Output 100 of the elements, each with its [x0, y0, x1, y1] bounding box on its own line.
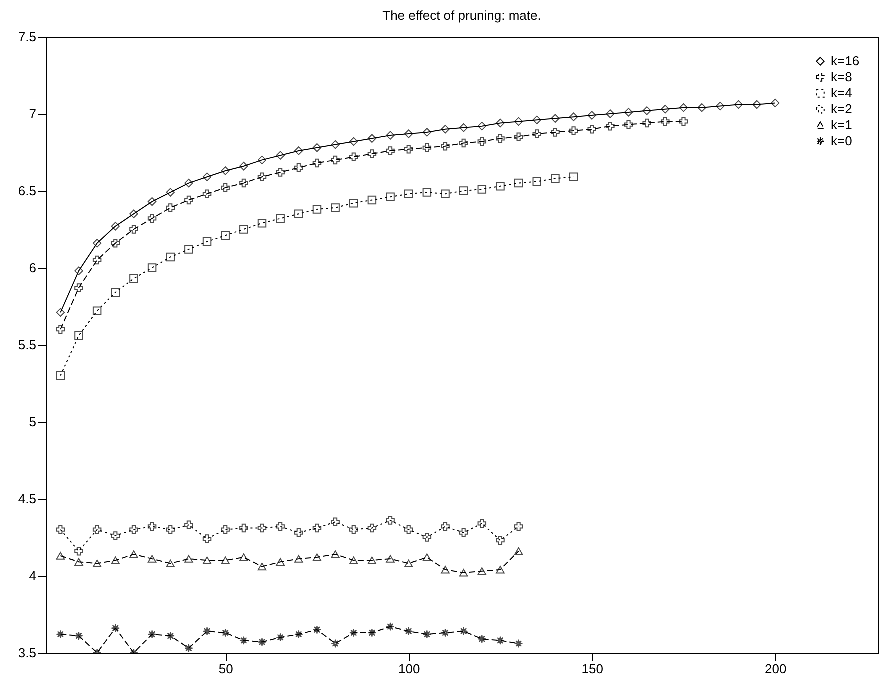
point	[92, 560, 102, 568]
x-tick-label: 200	[765, 662, 787, 676]
point	[240, 524, 248, 533]
point	[56, 308, 66, 318]
point	[294, 528, 304, 538]
point	[276, 168, 285, 177]
y-tick-label: 5	[29, 414, 36, 430]
point	[111, 238, 120, 248]
point	[202, 627, 212, 636]
point	[459, 138, 468, 148]
point	[56, 630, 66, 639]
legend-label: k=16	[831, 54, 860, 68]
point	[56, 325, 66, 334]
point	[258, 524, 267, 533]
point	[624, 108, 634, 117]
point	[166, 560, 175, 568]
point	[240, 162, 248, 171]
point	[221, 556, 230, 564]
point	[514, 132, 524, 142]
point	[422, 144, 432, 152]
point	[74, 266, 84, 276]
legend-label: k=0	[831, 134, 852, 148]
point	[496, 134, 505, 144]
legend-label: k=1	[831, 118, 852, 132]
point	[312, 205, 322, 214]
point	[368, 196, 377, 205]
point	[221, 166, 230, 176]
point	[496, 636, 505, 646]
point	[92, 306, 102, 316]
point	[350, 198, 358, 208]
point	[386, 555, 395, 563]
point	[606, 122, 615, 131]
point	[312, 524, 322, 533]
point	[404, 560, 414, 568]
point	[240, 225, 248, 234]
point	[166, 525, 175, 534]
chart-title: The effect of pruning: mate.	[382, 8, 542, 23]
y-tick-label: 7	[29, 106, 36, 122]
point	[74, 558, 84, 566]
point	[202, 556, 212, 564]
y-tick-label: 4.5	[18, 492, 36, 506]
point	[74, 284, 84, 292]
point	[148, 522, 157, 532]
point	[130, 525, 138, 534]
point	[202, 172, 212, 182]
y-tick-label: 6.5	[18, 184, 36, 198]
point	[221, 525, 230, 534]
y-tick-label: 4	[29, 568, 36, 584]
point	[74, 546, 84, 556]
point	[441, 628, 450, 638]
point	[368, 628, 377, 638]
point	[74, 632, 84, 640]
point	[532, 116, 542, 125]
point	[92, 238, 102, 248]
point	[368, 150, 377, 158]
point	[496, 182, 505, 191]
point	[569, 112, 578, 122]
point	[551, 128, 560, 137]
point	[478, 185, 487, 194]
point	[258, 218, 267, 228]
point	[184, 196, 194, 205]
y-tick-label: 6	[29, 260, 36, 276]
point	[130, 210, 138, 218]
point	[478, 519, 487, 528]
point	[386, 131, 395, 140]
point	[111, 288, 120, 298]
point	[422, 128, 432, 137]
point	[56, 371, 66, 380]
point	[74, 331, 84, 340]
point	[679, 103, 688, 112]
point	[441, 142, 450, 151]
point	[588, 111, 596, 120]
point	[331, 204, 340, 212]
point	[294, 630, 304, 639]
point	[661, 117, 670, 126]
point	[642, 118, 652, 128]
point	[240, 636, 248, 646]
point	[202, 237, 212, 246]
point	[459, 186, 468, 196]
point	[331, 518, 340, 526]
y-tick-label: 5.5	[18, 338, 36, 352]
point	[130, 274, 138, 284]
point	[350, 137, 358, 146]
point	[148, 197, 157, 206]
point	[404, 130, 414, 138]
point	[312, 158, 322, 168]
point	[661, 105, 670, 114]
point	[514, 522, 524, 532]
point	[221, 231, 230, 240]
point	[312, 626, 322, 634]
point	[184, 245, 194, 254]
point	[148, 555, 157, 563]
point	[294, 555, 304, 563]
point	[771, 98, 780, 108]
point	[148, 214, 157, 224]
point	[258, 172, 267, 182]
point	[642, 106, 652, 116]
point	[422, 188, 432, 197]
point	[166, 632, 175, 640]
point	[532, 177, 542, 186]
